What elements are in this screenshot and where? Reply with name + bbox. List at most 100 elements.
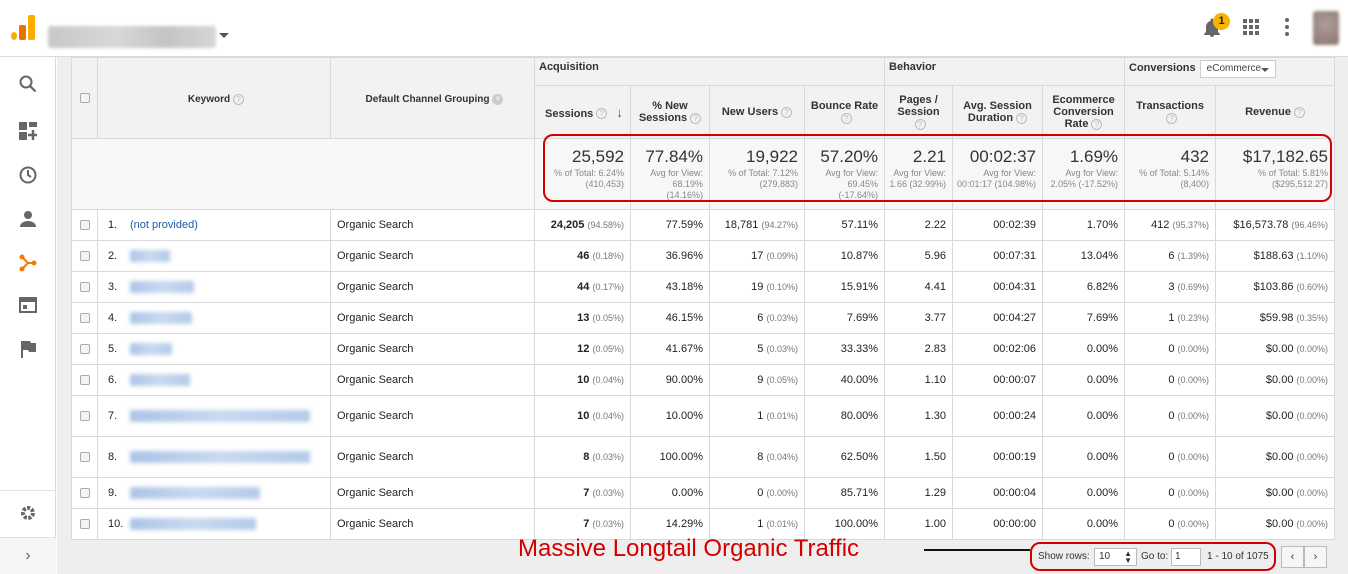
channel-cell[interactable]: Organic Search — [330, 240, 535, 272]
keyword-blurred[interactable] — [130, 451, 310, 464]
sort-arrow-down-icon[interactable]: ↓ — [616, 104, 623, 120]
channel-cell[interactable]: Organic Search — [330, 436, 535, 478]
col-new-users[interactable]: New Users? — [709, 85, 805, 139]
col-keyword[interactable]: Keyword? — [97, 57, 331, 139]
select-all-cell[interactable] — [71, 57, 98, 139]
remove-dimension-icon[interactable]: × — [492, 93, 504, 105]
col-ecom-conv-rate[interactable]: Ecommerce Conversion Rate? — [1042, 85, 1126, 139]
notification-count-badge[interactable]: 1 — [1213, 13, 1230, 30]
bounce-cell: 85.71% — [803, 477, 886, 509]
col-sessions[interactable]: Sessions? ↓ — [534, 85, 631, 139]
row-checkbox-cell[interactable] — [71, 436, 98, 478]
row-checkbox-cell[interactable] — [71, 240, 98, 272]
col-bounce-rate[interactable]: Bounce Rate? — [803, 85, 886, 139]
keyword-link[interactable]: (not provided) — [130, 219, 198, 231]
help-icon[interactable]: ? — [1166, 112, 1178, 124]
help-icon[interactable]: ? — [1091, 118, 1103, 130]
col-revenue[interactable]: Revenue? — [1215, 85, 1336, 139]
table-row[interactable]: 10. Organic Search 7 (0.03%) 14.29% 1 (0.01%… — [71, 508, 1336, 540]
more-options-icon[interactable] — [1285, 18, 1289, 36]
keyword-blurred[interactable] — [130, 374, 190, 387]
table-row[interactable]: 7. Organic Search 10 (0.04%) 10.00% 1 (0.01%… — [71, 395, 1336, 437]
row-checkbox-cell[interactable] — [71, 508, 98, 540]
row-checkbox-cell[interactable] — [71, 209, 98, 241]
sidebar-search[interactable] — [0, 64, 56, 104]
table-row[interactable]: 3. Organic Search 44 (0.17%) 43.18% 19 (0.10… — [71, 271, 1336, 303]
col-transactions[interactable]: Transactions? — [1124, 85, 1217, 139]
sidebar-admin[interactable] — [0, 493, 56, 533]
row-checkbox-cell[interactable] — [71, 364, 98, 396]
row-checkbox[interactable] — [79, 344, 90, 355]
row-checkbox[interactable] — [79, 220, 90, 231]
col-avg-session-duration[interactable]: Avg. Session Duration? — [952, 85, 1044, 139]
help-icon[interactable]: ? — [781, 106, 793, 118]
table-row[interactable]: 9. Organic Search 7 (0.03%) 0.00% 0 (0.00%) 8… — [71, 477, 1336, 509]
channel-cell[interactable]: Organic Search — [330, 302, 535, 334]
channel-cell[interactable]: Organic Search — [330, 209, 535, 241]
apps-grid-icon[interactable] — [1243, 19, 1259, 35]
sidebar-customization[interactable] — [0, 111, 56, 151]
show-rows-select[interactable]: 10 ▲ ▼ — [1094, 548, 1137, 566]
account-selector-blurred[interactable] — [48, 26, 216, 48]
keyword-blurred[interactable] — [130, 250, 170, 263]
help-icon[interactable]: ? — [596, 108, 608, 120]
table-row[interactable]: 5. Organic Search 12 (0.05%) 41.67% 5 (0.03%… — [71, 333, 1336, 365]
row-checkbox-cell[interactable] — [71, 395, 98, 437]
conversion-type-select[interactable]: eCommerce — [1199, 60, 1276, 78]
table-row[interactable]: 4. Organic Search 13 (0.05%) 46.15% 6 (0.03%… — [71, 302, 1336, 334]
col-channel[interactable]: Default Channel Grouping × — [330, 57, 535, 139]
channel-cell[interactable]: Organic Search — [330, 508, 535, 540]
row-checkbox[interactable] — [79, 251, 90, 262]
channel-cell[interactable]: Organic Search — [330, 395, 535, 437]
help-icon[interactable]: ? — [840, 112, 852, 124]
sidebar-audience[interactable] — [0, 199, 56, 239]
row-checkbox[interactable] — [79, 452, 90, 463]
table-row[interactable]: 2. Organic Search 46 (0.18%) 36.96% 17 (0.09… — [71, 240, 1336, 272]
next-page-button[interactable]: › — [1304, 546, 1327, 568]
row-checkbox-cell[interactable] — [71, 271, 98, 303]
sidebar-conversions[interactable] — [0, 329, 56, 369]
table-row[interactable]: 8. Organic Search 8 (0.03%) 100.00% 8 (0.04%… — [71, 436, 1336, 478]
avatar[interactable] — [1313, 11, 1339, 45]
table-row[interactable]: 6. Organic Search 10 (0.04%) 90.00% 9 (0.05%… — [71, 364, 1336, 396]
keyword-blurred[interactable] — [130, 312, 192, 325]
help-icon[interactable]: ? — [1293, 106, 1305, 118]
table-row[interactable]: 1. (not provided) Organic Search 24,205 (94… — [71, 209, 1336, 241]
transactions-pct: (0.69%) — [1177, 282, 1210, 292]
keyword-blurred[interactable] — [130, 518, 256, 531]
row-checkbox[interactable] — [79, 282, 90, 293]
keyword-blurred[interactable] — [130, 487, 260, 500]
duration-cell: 00:02:39 — [952, 209, 1044, 241]
bounce-cell: 33.33% — [803, 333, 886, 365]
analytics-logo-icon[interactable] — [11, 15, 35, 40]
row-checkbox[interactable] — [79, 519, 90, 530]
channel-cell[interactable]: Organic Search — [330, 364, 535, 396]
row-checkbox[interactable] — [79, 313, 90, 324]
channel-cell[interactable]: Organic Search — [330, 271, 535, 303]
channel-cell[interactable]: Organic Search — [330, 333, 535, 365]
sidebar-acquisition[interactable] — [0, 243, 56, 283]
row-checkbox[interactable] — [79, 375, 90, 386]
sidebar-realtime[interactable] — [0, 155, 56, 195]
prev-page-button[interactable]: ‹ — [1281, 546, 1304, 568]
goto-input[interactable]: 1 — [1171, 548, 1201, 566]
help-icon[interactable]: ? — [1016, 112, 1028, 124]
row-checkbox-cell[interactable] — [71, 333, 98, 365]
sidebar-behavior[interactable] — [0, 285, 56, 325]
chevron-down-icon[interactable] — [219, 33, 229, 38]
row-checkbox-cell[interactable] — [71, 302, 98, 334]
sidebar-expand-button[interactable]: › — [0, 537, 56, 574]
keyword-blurred[interactable] — [130, 410, 310, 423]
row-checkbox[interactable] — [79, 411, 90, 422]
keyword-blurred[interactable] — [130, 343, 172, 356]
col-pct-new-sessions[interactable]: % New Sessions? — [630, 85, 710, 139]
help-icon[interactable]: ? — [914, 118, 926, 130]
col-pages-session[interactable]: Pages / Session? — [884, 85, 954, 139]
select-all-checkbox[interactable] — [79, 93, 90, 104]
channel-cell[interactable]: Organic Search — [330, 477, 535, 509]
help-icon[interactable]: ? — [233, 93, 245, 105]
help-icon[interactable]: ? — [690, 112, 702, 124]
keyword-blurred[interactable] — [130, 281, 194, 294]
row-checkbox-cell[interactable] — [71, 477, 98, 509]
row-checkbox[interactable] — [79, 488, 90, 499]
